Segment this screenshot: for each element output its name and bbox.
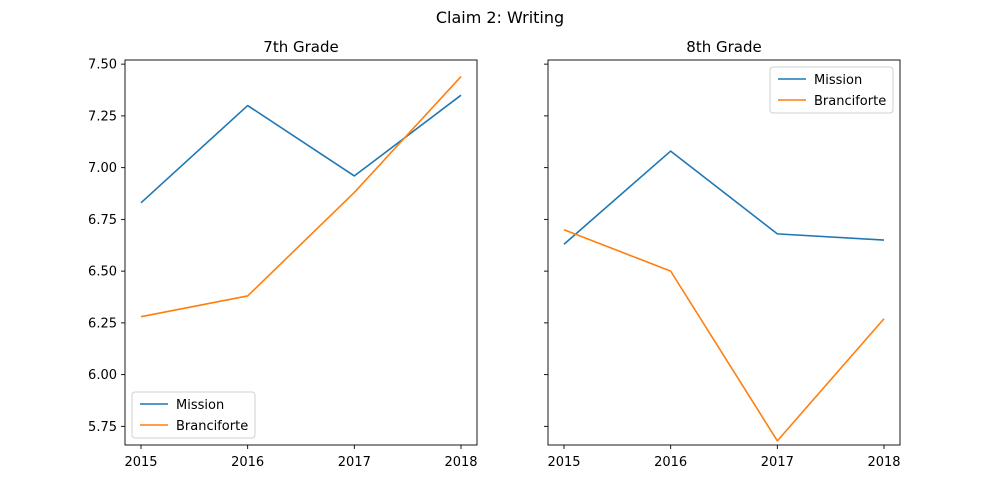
x-tick-label: 2017 [338, 455, 371, 470]
y-tick-label: 5.75 [88, 420, 117, 435]
x-tick-label: 2017 [761, 455, 794, 470]
y-tick-label: 6.75 [88, 213, 117, 228]
subplot-2: 8th Grade 2015 2016 2017 2018 Mission Brancifo… [544, 38, 901, 470]
subplot-1: 7th Grade 2015 2016 2017 2018 5.75 6.00 6.25 6.5… [88, 38, 478, 470]
series-line-mission [140, 94, 462, 204]
y-tick-label: 6.50 [88, 265, 117, 280]
legend: Mission Branciforte [131, 391, 256, 439]
x-tick-label: 2018 [867, 455, 900, 470]
series-line-mission [563, 150, 885, 245]
legend-label: Branciforte [176, 419, 248, 434]
legend: Mission Branciforte [769, 66, 894, 114]
y-tick-label: 7.25 [88, 109, 117, 124]
series-line-branciforte [563, 228, 885, 442]
figure-title: Claim 2: Writing [435, 8, 565, 27]
y-tick-label: 6.25 [88, 316, 117, 331]
y-tick-label: 7.00 [88, 161, 117, 176]
subplot-title: 8th Grade [686, 38, 761, 56]
subplot-title: 7th Grade [263, 38, 338, 56]
x-tick-label: 2016 [654, 455, 687, 470]
series-line-branciforte [140, 76, 462, 318]
legend-label: Mission [176, 398, 224, 413]
axes-frame [547, 59, 901, 446]
legend-label: Branciforte [814, 94, 886, 109]
x-tick-label: 2015 [547, 455, 580, 470]
axes-frame [124, 59, 478, 446]
y-tick-label: 6.00 [88, 368, 117, 383]
y-tick-label: 7.50 [88, 58, 117, 73]
x-tick-label: 2018 [444, 455, 477, 470]
legend-label: Mission [814, 73, 862, 88]
x-tick-label: 2016 [231, 455, 264, 470]
x-tick-label: 2015 [124, 455, 157, 470]
